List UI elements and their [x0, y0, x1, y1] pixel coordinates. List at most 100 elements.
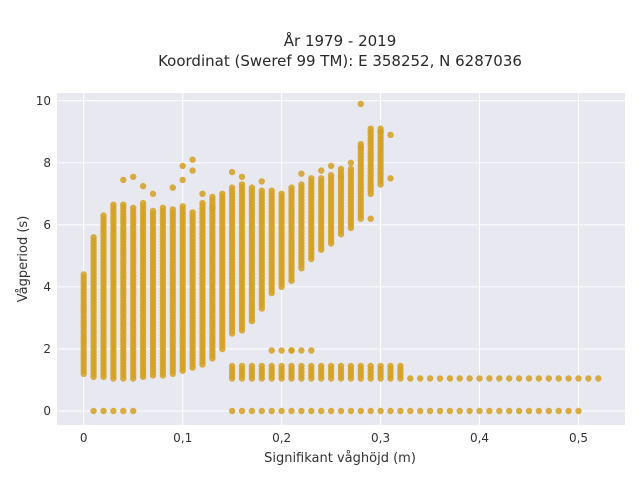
data-point — [318, 167, 325, 174]
data-point — [456, 375, 463, 382]
data-point — [417, 407, 424, 415]
data-point — [248, 407, 256, 415]
data-point — [515, 407, 523, 415]
data-point — [268, 407, 275, 415]
data-point — [387, 362, 394, 370]
data-point — [327, 362, 335, 370]
data-point — [525, 407, 533, 415]
data-point — [555, 375, 562, 382]
data-point — [248, 362, 256, 370]
data-point — [585, 375, 592, 382]
data-point — [367, 215, 374, 222]
data-point — [308, 407, 315, 415]
data-point — [298, 181, 305, 188]
data-point — [268, 347, 275, 354]
data-point — [139, 199, 147, 207]
data-point — [318, 407, 325, 415]
data-point — [476, 375, 483, 382]
data-point — [298, 347, 305, 354]
data-point — [248, 184, 256, 191]
data-point — [228, 407, 236, 415]
data-point — [426, 375, 434, 382]
data-point — [258, 187, 265, 194]
data-point — [120, 407, 127, 415]
data-point — [199, 190, 206, 197]
data-point — [327, 162, 335, 170]
data-point — [298, 170, 305, 177]
data-point — [436, 375, 444, 382]
data-point — [238, 181, 246, 188]
data-point — [278, 190, 285, 197]
chart-subtitle: Koordinat (Sweref 99 TM): E 358252, N 62… — [158, 52, 522, 70]
data-point — [258, 407, 265, 415]
y-tick-label: 4 — [43, 280, 51, 294]
y-axis-label: Vågperiod (s) — [16, 216, 31, 303]
data-point — [337, 362, 345, 370]
data-point — [90, 407, 97, 415]
data-point — [367, 362, 374, 370]
data-point — [357, 144, 364, 151]
data-point — [238, 362, 246, 370]
data-point — [436, 407, 444, 415]
data-point — [575, 407, 582, 415]
data-point — [327, 172, 335, 179]
data-point — [397, 407, 404, 415]
data-point — [258, 178, 265, 185]
data-point — [337, 173, 345, 180]
data-point — [199, 199, 206, 207]
data-point — [278, 407, 285, 415]
data-point — [486, 375, 493, 382]
x-axis-ticks: 0 0,1 0,2 0,3 0,4 0,5 — [80, 431, 588, 445]
data-point — [90, 234, 97, 241]
data-point — [268, 362, 275, 370]
data-point — [595, 375, 602, 382]
data-point — [169, 206, 176, 213]
data-point — [228, 362, 236, 370]
x-axis-label: Signifikant våghöjd (m) — [264, 451, 416, 466]
data-point — [288, 407, 295, 415]
data-point — [130, 204, 137, 211]
data-point — [179, 162, 186, 170]
data-point — [327, 407, 335, 415]
data-point — [278, 362, 285, 370]
data-point — [357, 362, 364, 370]
data-point — [476, 407, 483, 415]
data-point — [387, 131, 394, 139]
y-tick-label: 0 — [43, 404, 51, 418]
data-point — [525, 375, 533, 382]
x-tick-label: 0 — [80, 431, 88, 445]
data-point — [120, 176, 127, 184]
data-point — [139, 182, 147, 190]
data-point — [308, 175, 315, 182]
y-tick-label: 6 — [43, 218, 51, 232]
data-point — [466, 407, 473, 415]
data-point — [367, 407, 374, 415]
data-point — [337, 407, 345, 415]
data-point — [506, 407, 513, 415]
data-point — [258, 362, 265, 370]
data-point — [80, 271, 87, 278]
data-point — [535, 375, 543, 382]
data-point — [565, 375, 572, 382]
data-point — [357, 100, 364, 108]
data-point — [278, 347, 285, 354]
data-point — [407, 407, 414, 415]
data-points — [80, 100, 602, 415]
data-point — [515, 375, 523, 382]
data-point — [387, 407, 394, 415]
data-point — [288, 362, 295, 370]
y-tick-label: 10 — [36, 94, 51, 108]
data-point — [535, 407, 543, 415]
data-point — [377, 362, 384, 370]
data-point — [238, 173, 246, 180]
chart-title: År 1979 - 2019 — [284, 31, 397, 50]
data-point — [179, 176, 186, 184]
data-point — [110, 407, 117, 415]
data-point — [149, 190, 157, 197]
data-point — [110, 201, 117, 208]
data-point — [130, 407, 137, 415]
data-point — [565, 407, 572, 415]
data-point — [417, 375, 424, 382]
data-point — [377, 407, 384, 415]
data-point — [446, 375, 454, 382]
